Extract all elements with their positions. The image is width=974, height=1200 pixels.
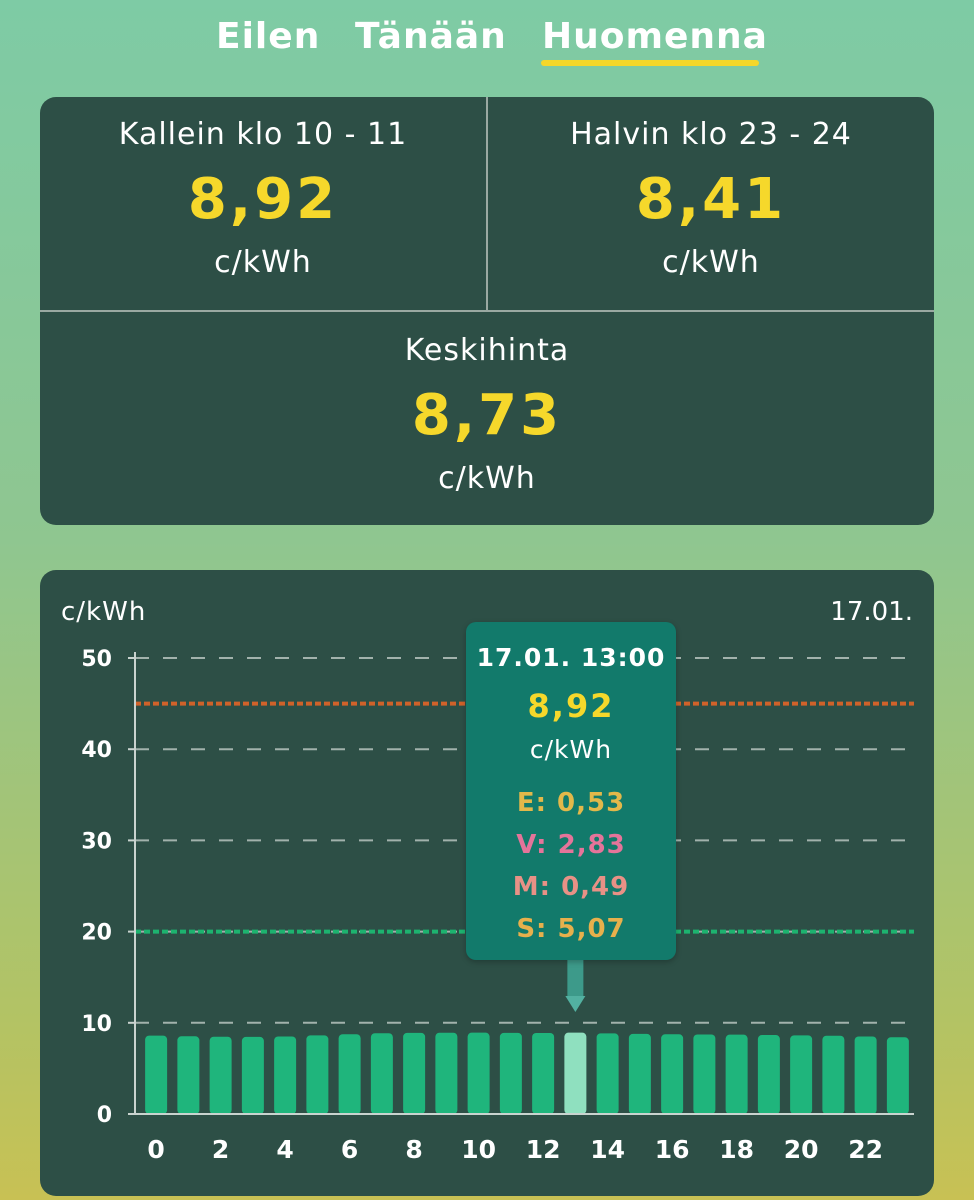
price-bar — [564, 1032, 587, 1114]
chart-date-label: 17.01. — [830, 597, 913, 627]
tooltip-breakdown-row: M: 0,49 — [512, 872, 630, 902]
max-price-unit: c/kWh — [214, 245, 312, 280]
max-price-label: Kallein klo 10 - 11 — [118, 117, 408, 152]
avg-price-cell: Keskihinta 8,73 c/kWh — [40, 331, 934, 499]
avg-price-label: Keskihinta — [404, 333, 570, 368]
tooltip-breakdown-row: S: 5,07 — [516, 914, 626, 944]
tab-today[interactable]: Tänään — [355, 16, 507, 57]
price-bar — [403, 1032, 426, 1114]
x-tick-label: 4 — [276, 1135, 293, 1164]
x-tick-label: 2 — [212, 1135, 229, 1164]
min-price-cell: Halvin klo 23 - 24 8,41 c/kWh — [488, 115, 934, 283]
tooltip-unit: c/kWh — [529, 735, 613, 764]
avg-price-value: 8,73 — [411, 383, 563, 448]
price-bar — [209, 1036, 232, 1114]
price-bar — [499, 1032, 522, 1114]
tooltip-breakdown-row: E: 0,53 — [516, 788, 626, 818]
x-tick-label: 10 — [461, 1135, 496, 1164]
x-tick-label: 14 — [590, 1135, 625, 1164]
price-bar — [757, 1035, 780, 1114]
tab-yesterday[interactable]: Eilen — [216, 16, 321, 57]
price-tooltip: 17.01. 13:00 8,92 c/kWh E: 0,53 V: 2,83 M:… — [466, 622, 676, 960]
min-price-value: 8,41 — [635, 167, 787, 232]
tooltip-pointer-stem — [567, 960, 584, 996]
min-price-label: Halvin klo 23 - 24 — [570, 117, 852, 152]
tooltip-breakdown: E: 0,53 V: 2,83 M: 0,49 S: 5,07 — [466, 782, 676, 950]
price-bar — [467, 1032, 490, 1114]
y-tick-label: 0 — [97, 1103, 112, 1128]
price-bar — [370, 1033, 393, 1114]
price-summary-card: Kallein klo 10 - 11 8,92 c/kWh Halvin kl… — [40, 97, 934, 525]
max-price-value: 8,92 — [187, 167, 339, 232]
x-tick-label: 16 — [655, 1135, 690, 1164]
tooltip-price: 8,92 — [527, 687, 615, 725]
price-bar — [338, 1034, 361, 1114]
tooltip-breakdown-row: V: 2,83 — [516, 830, 626, 860]
price-bar — [177, 1036, 200, 1114]
y-tick-label: 50 — [81, 647, 112, 672]
x-tick-label: 8 — [405, 1135, 422, 1164]
price-bar — [532, 1033, 555, 1114]
day-tabs: Eilen Tänään Huomenna — [0, 10, 974, 70]
x-tick-label: 20 — [784, 1135, 819, 1164]
price-bar — [854, 1036, 877, 1114]
summary-vertical-divider — [486, 97, 488, 311]
x-tick-label: 22 — [848, 1135, 883, 1164]
tooltip-pointer-tip — [565, 996, 586, 1012]
price-bar — [145, 1035, 168, 1114]
y-tick-label: 40 — [81, 738, 112, 763]
y-tick-label: 20 — [81, 921, 112, 946]
price-bar — [241, 1036, 264, 1114]
price-bar — [725, 1034, 748, 1114]
price-bar — [693, 1034, 716, 1114]
x-tick-label: 0 — [147, 1135, 164, 1164]
max-price-cell: Kallein klo 10 - 11 8,92 c/kWh — [40, 115, 486, 283]
x-tick-label: 12 — [526, 1135, 561, 1164]
avg-price-unit: c/kWh — [438, 461, 536, 496]
min-price-unit: c/kWh — [662, 245, 760, 280]
price-bar — [274, 1036, 297, 1114]
price-bar — [790, 1035, 813, 1114]
price-bar — [596, 1033, 619, 1114]
tab-tomorrow[interactable]: Huomenna — [542, 16, 768, 57]
summary-horizontal-divider — [40, 310, 934, 312]
y-axis-unit-label: c/kWh — [61, 597, 146, 627]
price-bar — [661, 1034, 684, 1114]
price-bar — [886, 1037, 909, 1114]
tooltip-time: 17.01. 13:00 — [476, 643, 666, 672]
y-tick-label: 30 — [81, 829, 112, 854]
price-bar — [306, 1035, 329, 1114]
x-tick-label: 6 — [341, 1135, 358, 1164]
price-bar — [435, 1032, 458, 1114]
price-bar — [822, 1035, 845, 1114]
x-tick-label: 18 — [719, 1135, 754, 1164]
active-tab-indicator — [541, 60, 759, 66]
price-bar — [628, 1033, 651, 1114]
y-tick-label: 10 — [81, 1012, 112, 1037]
